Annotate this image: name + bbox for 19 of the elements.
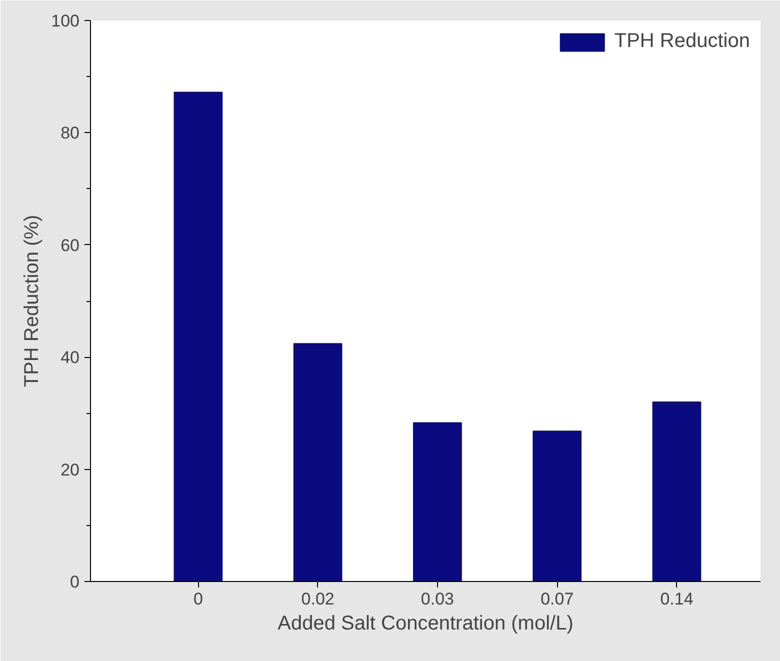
legend-label: TPH Reduction — [614, 30, 750, 53]
x-tick-label: 0.07 — [540, 590, 574, 608]
y-tick-label: 0 — [70, 572, 80, 592]
y-tick-label: 40 — [60, 348, 80, 368]
bar — [174, 92, 223, 582]
bar — [293, 343, 342, 582]
x-tick-label: 0.02 — [301, 590, 334, 608]
x-tick-label: 0 — [193, 590, 203, 608]
bar — [413, 422, 462, 582]
y-tick-label: 80 — [60, 124, 80, 143]
x-tick-label: 0.03 — [420, 590, 454, 608]
x-axis-title: Added Salt Concentration (mol/L) — [278, 612, 574, 634]
y-tick-label: 60 — [60, 236, 80, 255]
y-tick-label: 20 — [60, 460, 80, 480]
bar — [652, 401, 702, 582]
y-axis-title: TPH Reduction (%) — [21, 214, 44, 388]
bar — [532, 430, 582, 582]
x-tick-label: 0.14 — [660, 590, 694, 608]
y-tick-label: 100 — [51, 12, 80, 30]
